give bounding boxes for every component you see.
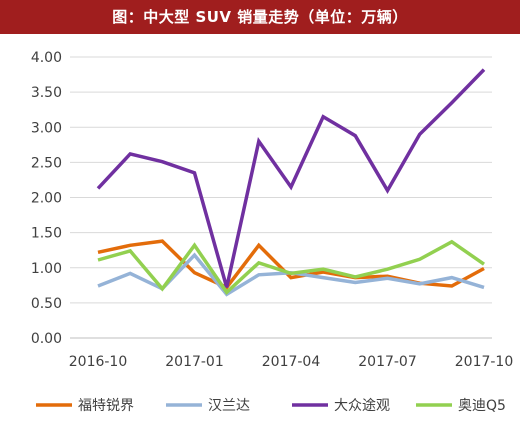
y-tick-label: 1.00 — [31, 261, 62, 277]
x-tick-label: 2016-10 — [69, 354, 128, 370]
x-tick-label: 2017-04 — [262, 354, 321, 370]
x-axis-ticks: 2016-10 2017-01 2017-04 2017-07 2017-10 — [69, 354, 514, 370]
x-tick-label: 2017-10 — [455, 354, 514, 370]
legend-label: 大众途观 — [334, 397, 390, 414]
x-tick-label: 2017-01 — [165, 354, 224, 370]
legend-label: 奥迪Q5 — [458, 397, 506, 414]
y-tick-label: 3.50 — [31, 85, 62, 101]
y-tick-label: 0.00 — [31, 331, 62, 347]
legend-label: 汉兰达 — [208, 398, 250, 414]
legend-label: 福特锐界 — [78, 398, 134, 414]
y-tick-label: 1.50 — [31, 226, 62, 242]
x-tick-label: 2017-07 — [358, 354, 417, 370]
grid-layer — [70, 56, 492, 339]
legend: 福特锐界 汉兰达 大众途观 奥迪Q5 — [36, 397, 506, 414]
y-tick-label: 2.00 — [31, 191, 62, 207]
y-tick-label: 2.50 — [31, 155, 62, 171]
y-tick-label: 0.50 — [31, 296, 62, 312]
y-axis-ticks: 0.00 0.50 1.00 1.50 2.00 2.50 3.00 3.50 4.00 — [31, 50, 62, 347]
y-tick-label: 3.00 — [31, 120, 62, 136]
series-line-2 — [96, 68, 486, 288]
y-tick-label: 4.00 — [31, 50, 62, 66]
series-layer — [96, 68, 486, 297]
chart-title: 图：中大型 SUV 销量走势（单位：万辆） — [0, 0, 520, 34]
series-line-3 — [97, 239, 485, 295]
